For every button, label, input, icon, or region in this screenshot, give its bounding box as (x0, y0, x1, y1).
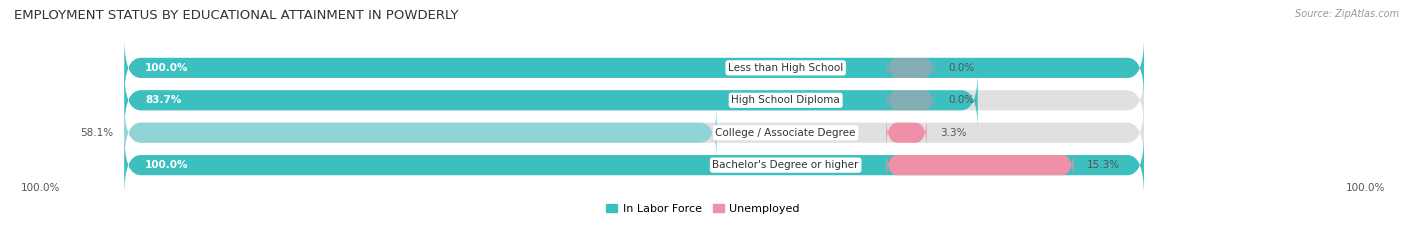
Text: College / Associate Degree: College / Associate Degree (716, 128, 856, 138)
FancyBboxPatch shape (124, 136, 1144, 194)
FancyBboxPatch shape (124, 104, 717, 161)
Text: 0.0%: 0.0% (948, 63, 974, 73)
Text: 100.0%: 100.0% (21, 183, 60, 193)
FancyBboxPatch shape (124, 72, 977, 129)
FancyBboxPatch shape (124, 39, 1144, 97)
Legend: In Labor Force, Unemployed: In Labor Force, Unemployed (602, 199, 804, 218)
Text: High School Diploma: High School Diploma (731, 95, 839, 105)
Text: Less than High School: Less than High School (728, 63, 844, 73)
FancyBboxPatch shape (124, 72, 1144, 129)
Text: 58.1%: 58.1% (80, 128, 114, 138)
FancyBboxPatch shape (124, 39, 1144, 97)
Text: Bachelor's Degree or higher: Bachelor's Degree or higher (713, 160, 859, 170)
Text: 100.0%: 100.0% (145, 63, 188, 73)
FancyBboxPatch shape (886, 149, 1073, 181)
Text: 15.3%: 15.3% (1087, 160, 1121, 170)
FancyBboxPatch shape (886, 84, 935, 116)
Text: 100.0%: 100.0% (145, 160, 188, 170)
Text: Source: ZipAtlas.com: Source: ZipAtlas.com (1295, 9, 1399, 19)
Text: 83.7%: 83.7% (145, 95, 181, 105)
Text: 0.0%: 0.0% (948, 95, 974, 105)
FancyBboxPatch shape (886, 52, 935, 84)
FancyBboxPatch shape (886, 117, 927, 149)
Text: 100.0%: 100.0% (1346, 183, 1385, 193)
FancyBboxPatch shape (124, 136, 1144, 194)
Text: 3.3%: 3.3% (941, 128, 967, 138)
FancyBboxPatch shape (124, 104, 1144, 161)
Text: EMPLOYMENT STATUS BY EDUCATIONAL ATTAINMENT IN POWDERLY: EMPLOYMENT STATUS BY EDUCATIONAL ATTAINM… (14, 9, 458, 22)
